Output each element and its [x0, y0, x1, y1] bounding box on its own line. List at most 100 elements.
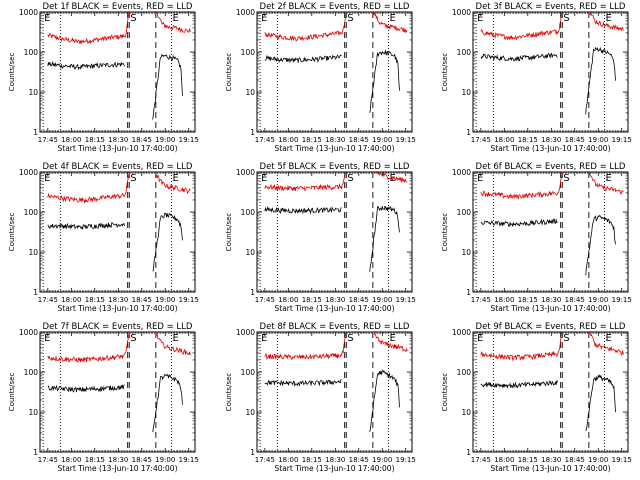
y-axis-label: Counts/sec [8, 213, 16, 252]
lld-line [372, 12, 408, 34]
x-tick-label: 17:45 [255, 456, 275, 464]
events-line [47, 222, 125, 230]
marker-label: S [347, 13, 353, 24]
x-tick-label: 18:15 [85, 136, 105, 144]
x-tick-label: 18:45 [132, 136, 152, 144]
y-axis-label: Counts/sec [225, 213, 233, 252]
x-tick-label: 17:45 [471, 456, 491, 464]
plot-frame [39, 331, 196, 453]
x-tick-label: 18:15 [302, 136, 322, 144]
detector-panel-7: Det 7f BLACK = Events, RED = LLD 1 10 100 10… [8, 322, 199, 473]
detector-panel-5: Det 5f BLACK = Events, RED = LLD 1 10 100 10… [225, 162, 416, 313]
marker-label: E [606, 333, 612, 344]
x-tick-label: 18:45 [132, 456, 152, 464]
lld-line [480, 332, 563, 362]
x-tick-label: 19:15 [396, 456, 416, 464]
marker-label: S [130, 13, 136, 24]
x-axis-label: Start Time (13-Jun-10 17:40:00) [58, 304, 178, 313]
x-tick-label: 18:00 [61, 136, 81, 144]
x-tick-label: 18:30 [541, 136, 561, 144]
x-tick-label: 19:15 [179, 136, 199, 144]
x-tick-label: 19:15 [612, 136, 632, 144]
x-tick-label: 18:45 [132, 296, 152, 304]
events-line [264, 206, 342, 215]
x-tick-label: 18:45 [349, 456, 369, 464]
y-axis-label: Counts/sec [225, 53, 233, 92]
lld-line [264, 172, 346, 192]
marker-label: E [44, 173, 50, 184]
marker-label: E [477, 13, 483, 24]
y-tick-label: 100 [24, 48, 39, 57]
y-tick-label: 10 [28, 248, 38, 257]
x-tick-label: 17:45 [38, 456, 58, 464]
lld-line [480, 172, 563, 201]
detector-panel-1: Det 1f BLACK = Events, RED = LLD 1 10 100 10… [8, 2, 199, 153]
lld-line [588, 12, 624, 32]
y-tick-label: 1 [250, 448, 255, 457]
x-tick-label: 19:15 [396, 296, 416, 304]
y-tick-label: 1 [250, 128, 255, 137]
x-tick-label: 18:30 [325, 136, 345, 144]
x-tick-label: 18:30 [541, 456, 561, 464]
y-tick-label: 1000 [236, 328, 255, 337]
plot-frame [472, 331, 629, 453]
x-tick-label: 19:00 [588, 136, 608, 144]
x-tick-label: 18:00 [494, 136, 514, 144]
y-tick-label: 10 [245, 408, 255, 417]
y-axis-label: Counts/sec [8, 373, 16, 412]
lld-line [375, 172, 408, 183]
x-tick-label: 18:15 [85, 456, 105, 464]
events-line [480, 52, 558, 62]
events-line [369, 49, 400, 113]
panel-title: Det 9f BLACK = Events, RED = LLD [476, 322, 626, 332]
events-line [47, 61, 125, 71]
x-tick-label: 18:30 [108, 136, 128, 144]
x-tick-label: 18:30 [108, 296, 128, 304]
y-tick-label: 1000 [452, 328, 471, 337]
marker-label: S [563, 173, 569, 184]
x-tick-label: 18:00 [278, 296, 298, 304]
marker-label: S [563, 333, 569, 344]
lld-line [155, 174, 191, 195]
events-line [585, 215, 616, 276]
x-tick-label: 18:45 [565, 296, 585, 304]
x-tick-label: 18:00 [278, 456, 298, 464]
detector-panel-9: Det 9f BLACK = Events, RED = LLD 1 10 100 10… [441, 322, 632, 473]
y-tick-label: 1000 [19, 168, 38, 177]
detector-panel-3: Det 3f BLACK = Events, RED = LLD 1 10 100 10… [441, 2, 632, 153]
lld-line [47, 172, 130, 204]
y-tick-label: 1 [466, 288, 471, 297]
y-tick-label: 100 [24, 368, 39, 377]
plot-frame [256, 171, 413, 293]
events-line [480, 218, 558, 227]
x-tick-label: 18:15 [518, 456, 538, 464]
events-line [480, 380, 558, 389]
x-tick-label: 19:00 [372, 456, 392, 464]
x-tick-label: 18:00 [61, 456, 81, 464]
x-tick-label: 18:00 [61, 296, 81, 304]
y-tick-label: 1 [33, 288, 38, 297]
y-axis-label: Counts/sec [441, 373, 449, 412]
x-axis-label: Start Time (13-Jun-10 17:40:00) [275, 144, 395, 153]
y-tick-label: 100 [241, 48, 256, 57]
events-line [585, 46, 616, 115]
panel-title: Det 2f BLACK = Events, RED = LLD [260, 2, 410, 12]
x-axis-label: Start Time (13-Jun-10 17:40:00) [275, 304, 395, 313]
lld-line [264, 12, 347, 42]
marker-label: E [173, 13, 179, 24]
panel-title: Det 3f BLACK = Events, RED = LLD [476, 2, 626, 12]
x-tick-label: 18:45 [565, 456, 585, 464]
y-tick-label: 1 [250, 288, 255, 297]
x-tick-label: 19:00 [155, 296, 175, 304]
y-tick-label: 10 [245, 248, 255, 257]
x-tick-label: 17:45 [471, 296, 491, 304]
y-tick-label: 1 [33, 128, 38, 137]
marker-label: E [173, 173, 179, 184]
plot-frame [472, 171, 629, 293]
y-tick-label: 10 [461, 88, 471, 97]
plot-frame [39, 171, 196, 293]
events-line [264, 379, 342, 388]
detector-panel-8: Det 8f BLACK = Events, RED = LLD 1 10 100 10… [225, 322, 416, 473]
y-tick-label: 10 [28, 88, 38, 97]
